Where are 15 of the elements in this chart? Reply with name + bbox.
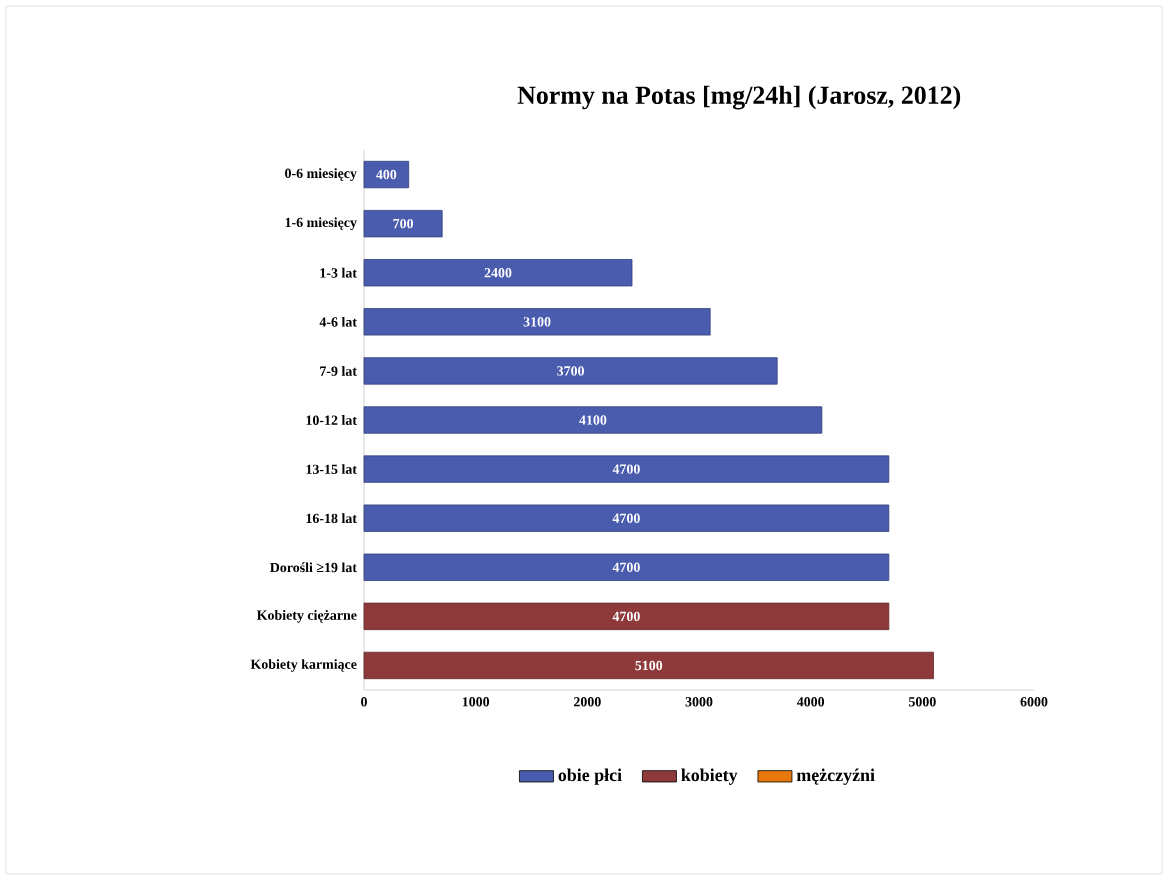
- bar: [363, 160, 410, 189]
- legend-label: obie płci: [558, 768, 622, 785]
- bar: [363, 209, 443, 238]
- bar: [363, 602, 890, 631]
- bar: [363, 651, 934, 680]
- legend-label: mężczyźni: [796, 768, 875, 785]
- bar: [363, 308, 711, 336]
- bar: [363, 553, 890, 581]
- bar: [363, 406, 823, 434]
- bar: [363, 259, 633, 287]
- legend-label: kobiety: [681, 768, 738, 785]
- bar: [363, 504, 890, 532]
- chart-title: Normy na Potas [mg/24h] (Jarosz, 2012): [517, 85, 961, 110]
- bar: [363, 455, 890, 483]
- bar: [363, 357, 778, 385]
